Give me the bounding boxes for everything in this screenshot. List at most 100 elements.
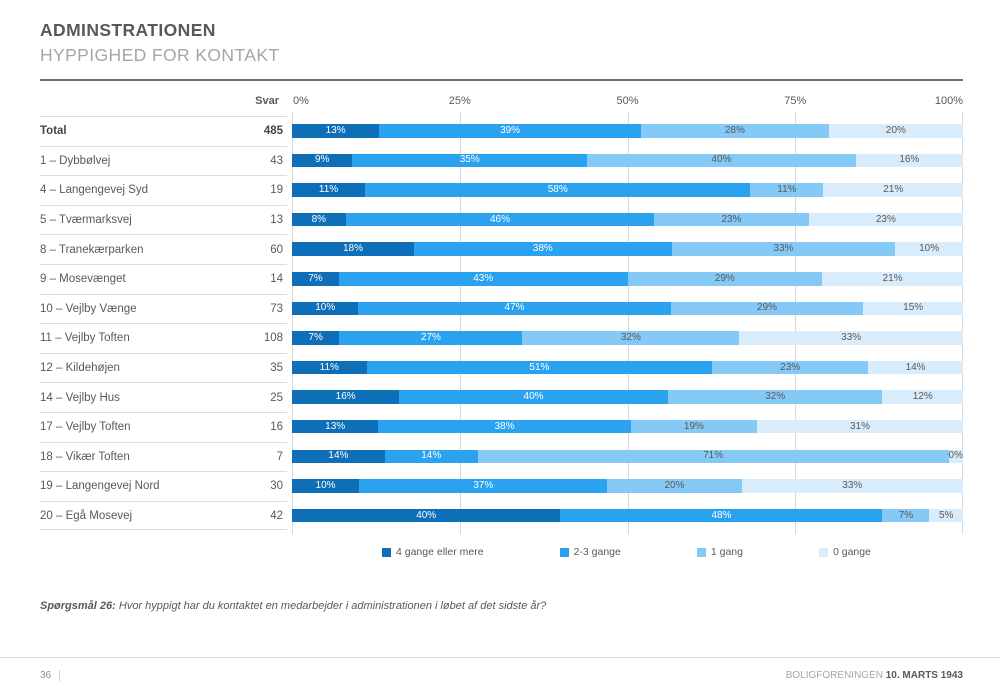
row-bar-cell: 9% 35% 40% 16% xyxy=(287,146,963,176)
bar-segment-4-gange-eller-mere: 16% xyxy=(292,390,400,404)
stacked-bar: 18% 38% 33% 10% xyxy=(292,242,964,256)
bar-segment-value: 29% xyxy=(714,272,735,284)
bar-segment-2-3-gange: 37% xyxy=(359,479,608,493)
legend-label: 0 gange xyxy=(832,546,871,559)
bar-segment-value: 43% xyxy=(473,272,494,284)
chart-row: 19 – Langengevej Nord 30 10% 37% 20% 33% xyxy=(40,471,963,501)
bar-segment-4-gange-eller-mere: 13% xyxy=(292,419,379,434)
bar-segment-1-gang: 33% xyxy=(671,242,896,256)
row-svar-count: 14 xyxy=(270,273,283,286)
bar-segment-4-gange-eller-mere: 13% xyxy=(292,124,380,138)
bar-segment-0-gange: 21% xyxy=(822,272,963,286)
row-svar-count: 73 xyxy=(270,302,283,315)
bar-segment-value: 8% xyxy=(311,213,327,225)
bar-segment-value: 11% xyxy=(777,183,797,195)
row-bar-cell: 8% 46% 23% 23% xyxy=(287,205,963,235)
row-svar-count: 16 xyxy=(270,421,283,434)
legend-item-1-gang: 1 gang xyxy=(696,546,743,559)
bar-segment-value: 33% xyxy=(842,479,863,491)
bar-segment-value: 51% xyxy=(529,361,550,373)
row-head: Total 485 xyxy=(40,116,287,146)
legend-label: 2-3 gange xyxy=(573,546,621,559)
stacked-bar: 14% 14% 71% 0% xyxy=(292,449,963,464)
bar-segment-value: 10% xyxy=(919,243,940,255)
bar-segment-value: 16% xyxy=(899,154,920,166)
bar-segment-4-gange-eller-mere: 10% xyxy=(292,479,360,493)
bar-segment-value: 46% xyxy=(490,213,511,225)
chart-row: 11 – Vejlby Toften 108 7% 27% 32% 33% xyxy=(40,323,963,353)
page-content: ADMINSTRATIONEN HYPPIGHED FOR KONTAKT Sv… xyxy=(40,20,964,613)
bar-segment-value: 33% xyxy=(841,331,862,343)
bar-segment-0-gange: 0% xyxy=(948,449,963,464)
row-label: 10 – Vejlby Vænge xyxy=(40,302,137,315)
bar-segment-2-3-gange: 46% xyxy=(345,212,655,227)
bar-segment-4-gange-eller-mere: 11% xyxy=(292,183,366,197)
row-svar-count: 108 xyxy=(263,332,283,345)
bar-segment-value: 10% xyxy=(315,479,336,491)
row-bar-cell: 13% 39% 28% 20% xyxy=(287,116,963,146)
legend-label: 1 gang xyxy=(710,546,743,559)
row-svar-count: 13 xyxy=(270,214,283,227)
svar-column-header: Svar xyxy=(255,95,279,107)
bar-segment-value: 5% xyxy=(939,509,954,521)
chart-row: 10 – Vejlby Vænge 73 10% 47% 29% 15% xyxy=(40,293,963,324)
row-label: 11 – Vejlby Toften xyxy=(40,332,130,345)
chart-row: 12 – Kildehøjen 35 11% 51% 23% 14% xyxy=(40,352,964,383)
bar-segment-0-gange: 10% xyxy=(895,242,964,256)
axis-tick: 75% xyxy=(784,95,807,107)
bar-segment-2-3-gange: 58% xyxy=(365,183,751,197)
row-head: 14 – Vejlby Hus 25 xyxy=(40,382,287,412)
stacked-bar: 16% 40% 32% 12% xyxy=(292,390,963,404)
row-bar-cell: 13% 38% 19% 31% xyxy=(287,412,963,442)
row-head: 12 – Kildehøjen 35 xyxy=(40,352,287,383)
row-bar-cell: 11% 51% 23% 14% xyxy=(287,353,964,383)
row-bar-cell: 7% 27% 32% 33% xyxy=(287,323,963,353)
bar-segment-value: 11% xyxy=(318,183,339,195)
bar-segment-4-gange-eller-mere: 14% xyxy=(292,449,385,464)
bar-segment-2-3-gange: 27% xyxy=(339,331,523,345)
bar-segment-0-gange: 5% xyxy=(929,508,963,523)
stacked-bar: 13% 39% 28% 20% xyxy=(292,124,963,138)
row-bar-cell: 11% 58% 11% 21% xyxy=(287,175,963,205)
bar-segment-value: 28% xyxy=(724,124,745,136)
bar-segment-0-gange: 33% xyxy=(739,331,963,345)
bar-segment-value: 40% xyxy=(523,391,544,403)
bar-segment-value: 27% xyxy=(420,331,441,343)
bar-segment-value: 10% xyxy=(315,302,336,314)
bar-segment-value: 19% xyxy=(683,420,704,432)
page-subtitle: HYPPIGHED FOR KONTAKT xyxy=(40,45,280,65)
row-head: 5 – Tværmarksvej 13 xyxy=(40,204,287,235)
row-label: 18 – Vikær Toften xyxy=(40,450,130,463)
bar-segment-4-gange-eller-mere: 40% xyxy=(292,508,561,523)
bar-segment-0-gange: 12% xyxy=(882,390,963,404)
chart-row: Total 485 13% 39% 28% 20% xyxy=(40,116,963,146)
bar-segment-value: 20% xyxy=(664,479,685,491)
row-label: 4 – Langengevej Syd xyxy=(40,184,149,197)
bar-segment-value: 37% xyxy=(473,479,494,491)
row-label: 19 – Langengevej Nord xyxy=(40,480,160,493)
report-date: 10. MARTS 1943 xyxy=(885,670,963,681)
bar-segment-value: 12% xyxy=(912,391,933,403)
legend-swatch-0-gange xyxy=(818,547,828,557)
bar-segment-2-3-gange: 39% xyxy=(379,124,641,138)
axis-tick: 100% xyxy=(934,95,963,107)
row-label: 20 – Egå Mosevej xyxy=(40,510,133,523)
row-svar-count: 25 xyxy=(270,391,283,404)
bar-segment-4-gange-eller-mere: 11% xyxy=(292,360,367,375)
row-head: 4 – Langengevej Syd 19 xyxy=(40,175,287,205)
question-label: Spørgsmål 26: xyxy=(40,600,116,613)
bar-segment-value: 38% xyxy=(494,420,515,432)
row-label: 9 – Mosevænget xyxy=(40,273,126,286)
row-label: 5 – Tværmarksvej xyxy=(40,214,132,227)
bar-segment-1-gang: 40% xyxy=(587,153,856,168)
chart-row: 8 – Tranekærparken 60 18% 38% 33% 10% xyxy=(40,234,964,264)
bar-segment-value: 21% xyxy=(883,183,904,195)
chart-rows: Total 485 13% 39% 28% 20% 1 – Dybbølvej 43 9% 35%… xyxy=(40,116,964,531)
bar-segment-2-3-gange: 40% xyxy=(399,390,668,404)
chart-row: 18 – Vikær Toften 7 14% 14% 71% 0% xyxy=(40,441,963,472)
row-label: 1 – Dybbølvej xyxy=(40,154,111,167)
chart-row: 17 – Vejlby Toften 16 13% 38% 19% 31% xyxy=(40,411,963,442)
bar-segment-value: 14% xyxy=(328,450,349,462)
bar-segment-value: 31% xyxy=(850,420,871,432)
bar-segment-1-gang: 23% xyxy=(654,212,809,227)
